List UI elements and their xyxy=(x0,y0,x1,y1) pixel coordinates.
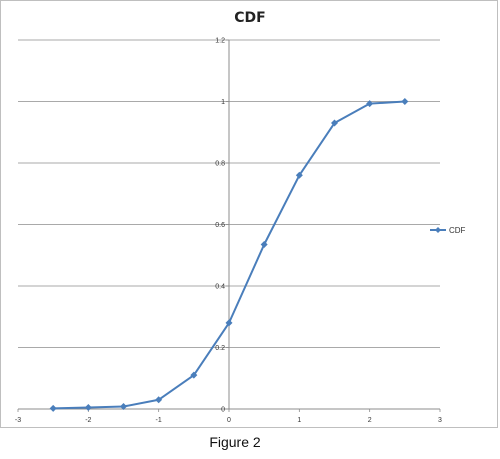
y-tick-label: 0.6 xyxy=(215,222,225,229)
tick-labels: 0 0.2 0.4 0.6 0.8 1 1.2 -3 -2 -1 0 1 2 3 xyxy=(15,38,442,425)
y-tick-label: 0.2 xyxy=(215,345,225,352)
figure-caption: Figure 2 xyxy=(209,434,261,450)
x-tick-label: -3 xyxy=(15,417,21,424)
data-point-marker xyxy=(190,371,198,379)
data-point-marker xyxy=(120,403,127,411)
x-tick-label: 3 xyxy=(438,417,442,424)
y-tick-label: 0 xyxy=(221,407,225,414)
data-point-marker xyxy=(155,396,163,404)
data-point-marker xyxy=(84,403,92,411)
chart-area xyxy=(0,0,498,428)
x-tick-label: 0 xyxy=(227,417,231,424)
data-point-marker xyxy=(225,319,233,327)
y-tick-label: 0.4 xyxy=(215,284,225,291)
legend-marker-cdf xyxy=(435,227,441,233)
data-point-marker xyxy=(366,100,374,108)
axes xyxy=(17,39,441,412)
data-point-marker xyxy=(295,171,303,179)
y-tick-label: 1.2 xyxy=(215,38,225,45)
y-tick-label: 0.8 xyxy=(215,161,225,168)
chart-title: CDF xyxy=(234,10,266,26)
legend: CDF xyxy=(430,226,466,235)
data-point-marker xyxy=(331,119,338,127)
x-tick-label: -1 xyxy=(156,417,162,424)
legend-label-cdf: CDF xyxy=(449,226,466,235)
x-tick-label: -2 xyxy=(85,417,91,424)
x-tick-label: 2 xyxy=(368,417,372,424)
x-tick-label: 1 xyxy=(297,417,301,424)
cdf-line-chart: 0 0.2 0.4 0.6 0.8 1 1.2 -3 -2 -1 0 1 2 3 CDF xyxy=(15,38,466,425)
y-tick-label: 1 xyxy=(221,99,225,106)
data-point-marker xyxy=(401,98,409,105)
data-point-marker xyxy=(260,240,268,248)
series-cdf xyxy=(49,98,409,412)
data-point-marker xyxy=(49,404,57,412)
